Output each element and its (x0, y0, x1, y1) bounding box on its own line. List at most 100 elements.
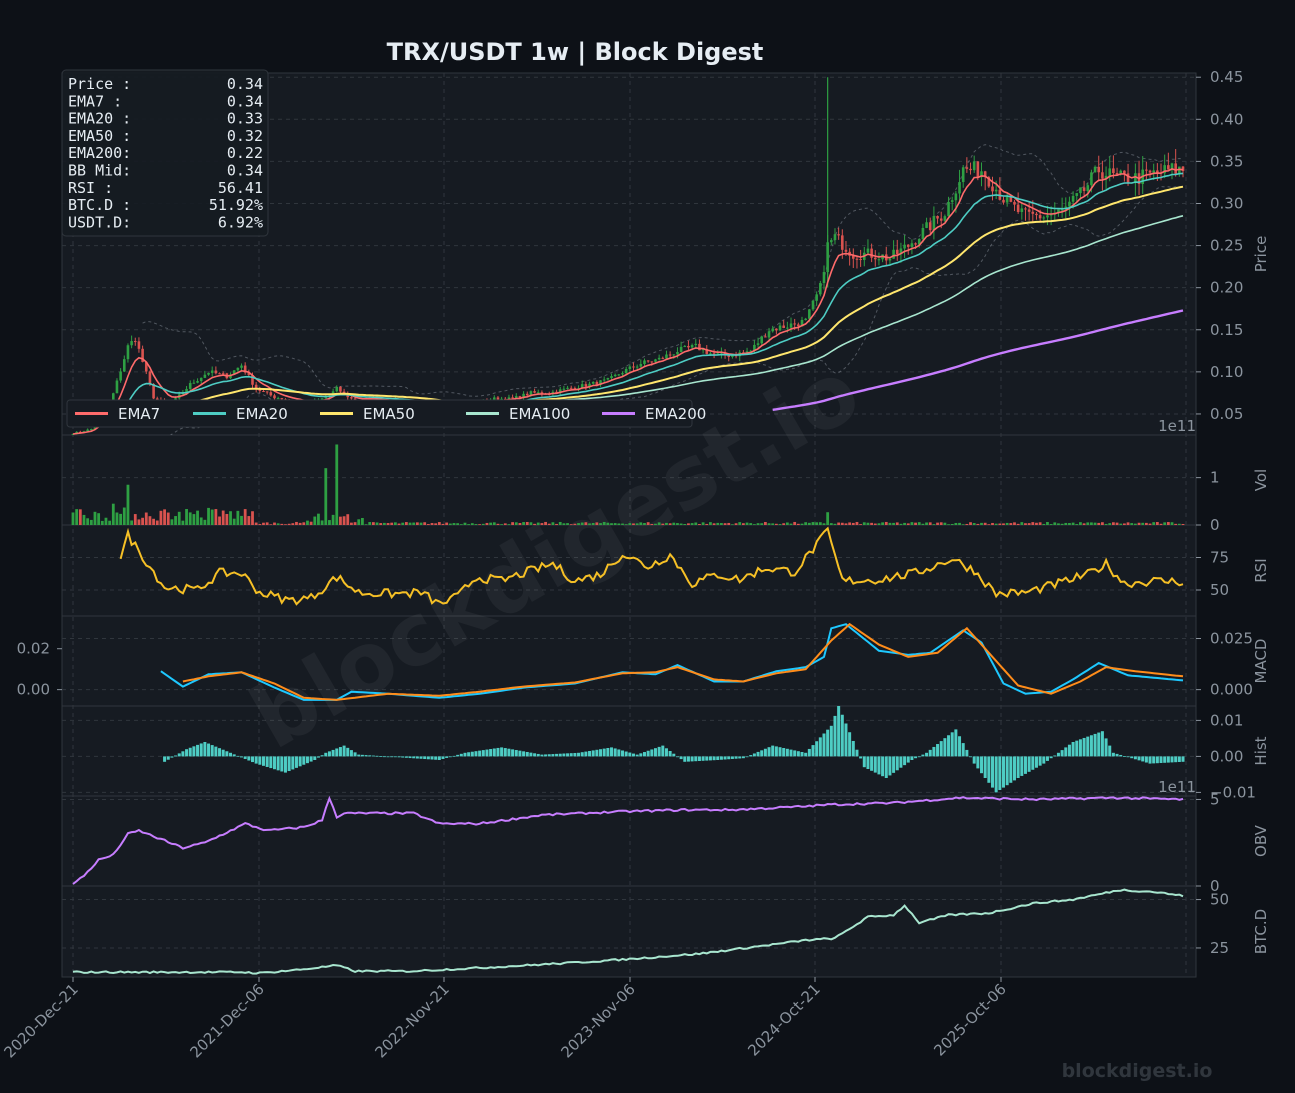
volume-bar (415, 522, 419, 525)
volume-bar (558, 521, 562, 525)
candle-body (1046, 215, 1049, 218)
histogram-bar (166, 756, 170, 760)
histogram-bar (342, 745, 346, 757)
volume-bar (1163, 522, 1167, 525)
volume-bar (716, 522, 720, 525)
info-value: 6.92% (218, 213, 263, 231)
volume-bar (386, 523, 390, 525)
histogram-bar (210, 745, 214, 757)
rsi-tick-label: 50 (1210, 581, 1229, 599)
candle-body (936, 216, 939, 219)
candle-body (320, 398, 324, 401)
candle-body (599, 380, 602, 385)
candle-body (203, 374, 207, 378)
histogram-bar (305, 756, 309, 764)
histogram-bar (624, 751, 628, 757)
histogram-bar (467, 752, 471, 757)
histogram-bar (470, 751, 474, 757)
volume-bar (122, 507, 126, 525)
volume-bar (1024, 523, 1027, 525)
histogram-bar (1034, 756, 1038, 768)
histogram-bar (371, 755, 375, 757)
candle-body (335, 386, 339, 392)
volume-bar (166, 512, 170, 525)
volume-bar (328, 520, 331, 525)
volume-bar (302, 522, 306, 525)
histogram-bar (529, 752, 533, 757)
histogram-bar (185, 749, 189, 757)
candle-body (218, 373, 221, 375)
candle-body (727, 355, 731, 357)
volume-bar (163, 509, 166, 525)
volume-bar (313, 516, 317, 525)
volume-bar (734, 523, 738, 525)
candle-body (793, 323, 796, 325)
histogram-bar (646, 750, 650, 757)
volume-bar (258, 524, 262, 525)
volume-bar (75, 509, 79, 525)
volume-bar (976, 523, 980, 525)
info-value: 0.34 (227, 75, 263, 93)
histogram-bar (518, 750, 522, 757)
candle-body (1049, 214, 1053, 216)
histogram-bar (664, 748, 668, 757)
volume-bar (921, 523, 925, 525)
volume-bar (331, 514, 335, 525)
volume-bar (368, 522, 372, 525)
volume-bar (514, 522, 518, 525)
histogram-bar (855, 749, 859, 757)
candle-body (873, 257, 877, 260)
volume-bar (1155, 522, 1159, 525)
volume-bar (375, 522, 379, 525)
histogram-bar (1181, 756, 1185, 762)
volume-bar (859, 524, 863, 525)
histogram-bar (672, 753, 676, 757)
volume-bar (170, 519, 174, 525)
candle-body (745, 351, 749, 353)
volume-bar (599, 523, 602, 525)
info-label: EMA7 : (68, 92, 122, 110)
obv-tick-label: 0 (1210, 877, 1220, 895)
volume-bar (972, 523, 976, 525)
volume-bar (588, 523, 591, 525)
volume-bar (540, 523, 544, 525)
histogram-bar (320, 755, 324, 757)
volume-bar (203, 519, 207, 525)
candle-body (672, 354, 676, 356)
candle-body (932, 216, 936, 231)
volume-bar (221, 510, 225, 525)
histogram-bar (980, 756, 984, 774)
volume-bar (723, 523, 727, 525)
volume-bar (771, 523, 775, 525)
histogram-bar (705, 756, 709, 761)
histogram-bar (265, 756, 269, 767)
histogram-bar (1155, 756, 1159, 764)
histogram-bar (928, 749, 932, 757)
macd-series (160, 622, 1184, 701)
volume-bar (818, 522, 822, 525)
volume-bar (481, 523, 485, 525)
candle-body (591, 381, 595, 384)
volume-bar (1119, 523, 1123, 525)
info-label: EMA50 : (68, 127, 131, 145)
volume-bar (763, 521, 767, 525)
candle-body (1126, 173, 1130, 184)
histogram-bar (679, 756, 683, 760)
volume-bar (511, 522, 515, 525)
histogram-bar (291, 756, 295, 770)
candle-body (687, 345, 690, 348)
candle-body (1005, 197, 1009, 203)
volume-bar (676, 523, 679, 525)
candle-body (698, 343, 701, 351)
volume-bar (485, 522, 489, 525)
histogram-bar (991, 756, 995, 788)
volume-bar (851, 522, 855, 525)
histogram-bar (983, 756, 987, 778)
candle-body (753, 344, 756, 351)
histogram-bar (360, 754, 364, 757)
histogram-bar (368, 755, 372, 757)
volume-bar (1053, 522, 1057, 525)
candle-body (1024, 208, 1027, 210)
candle-body (830, 240, 833, 243)
histogram-bar (793, 750, 797, 757)
